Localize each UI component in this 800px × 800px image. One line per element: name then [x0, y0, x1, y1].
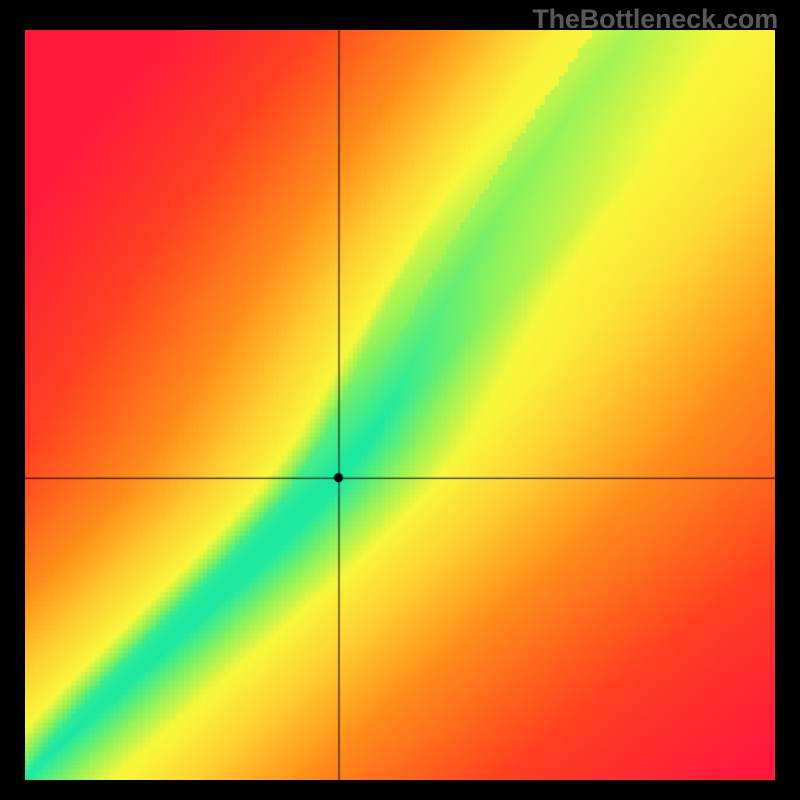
watermark-text: TheBottleneck.com [532, 4, 778, 35]
chart-container: TheBottleneck.com [0, 0, 800, 800]
heatmap-plot [25, 30, 775, 780]
